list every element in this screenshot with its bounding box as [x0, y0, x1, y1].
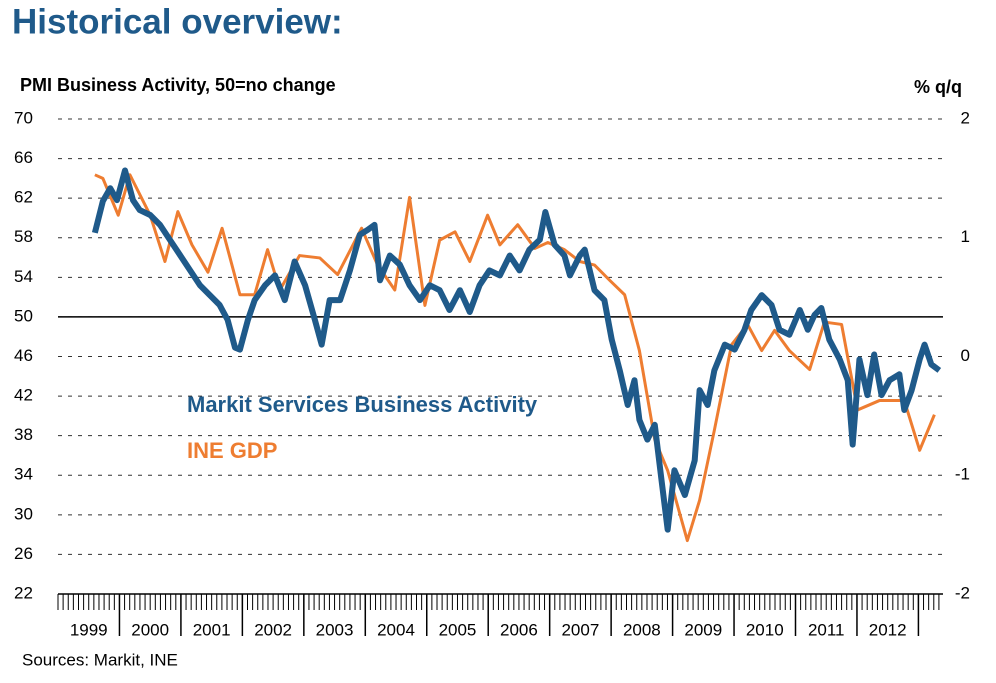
- y-tick-label: 66: [14, 148, 33, 167]
- y2-tick-label: 0: [961, 346, 970, 365]
- x-tick-label: 2012: [869, 620, 907, 639]
- y-tick-label: 22: [14, 583, 33, 602]
- y-tick-label: 70: [14, 108, 33, 127]
- y2-tick-label: -2: [955, 583, 970, 602]
- y-tick-label: 34: [14, 465, 33, 484]
- x-tick-label: 2004: [377, 620, 415, 639]
- x-tick-label: 2001: [193, 620, 231, 639]
- series-line: [94, 173, 936, 543]
- x-tick-label: 2000: [131, 620, 169, 639]
- y-tick-label: 42: [14, 386, 33, 405]
- legend-label: Markit Services Business Activity: [187, 392, 538, 417]
- x-tick-label: 2006: [500, 620, 538, 639]
- x-tick-label: 2007: [561, 620, 599, 639]
- y-tick-label: 26: [14, 544, 33, 563]
- y-tick-label: 58: [14, 227, 33, 246]
- y2-tick-label: 2: [961, 108, 970, 127]
- x-tick-label: 2009: [684, 620, 722, 639]
- x-tick-label: 2005: [439, 620, 477, 639]
- y-tick-label: 54: [14, 267, 33, 286]
- y2-tick-label: -1: [955, 465, 970, 484]
- legend-label: INE GDP: [187, 438, 277, 463]
- y-axis-label: PMI Business Activity, 50=no change: [20, 75, 336, 95]
- y2-axis-label: % q/q: [914, 77, 962, 97]
- x-tick-label: 2011: [808, 620, 845, 639]
- y-tick-label: 30: [14, 504, 33, 523]
- y2-tick-label: 1: [961, 227, 970, 246]
- x-tick-label: 2003: [316, 620, 354, 639]
- source-note: Sources: Markit, INE: [22, 650, 178, 669]
- series-line: [91, 167, 942, 533]
- y-tick-label: 50: [14, 306, 33, 325]
- y-tick-label: 62: [14, 188, 33, 207]
- x-tick-label: 1999: [70, 620, 108, 639]
- y-tick-label: 38: [14, 425, 33, 444]
- x-tick-label: 2002: [254, 620, 292, 639]
- x-tick-label: 2008: [623, 620, 661, 639]
- y-tick-label: 46: [14, 346, 33, 365]
- page-title: Historical overview:: [12, 2, 343, 41]
- x-tick-label: 2010: [746, 620, 784, 639]
